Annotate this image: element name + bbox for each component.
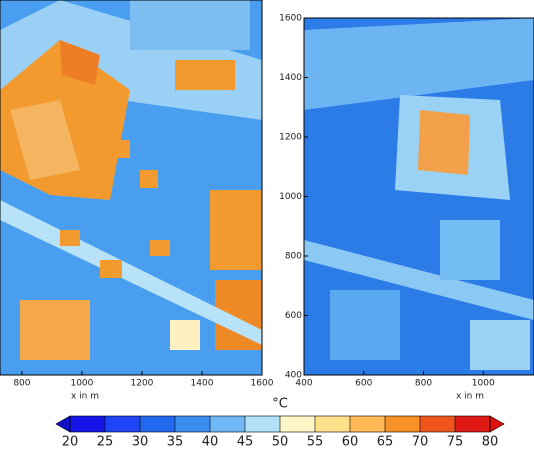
colorbar-tick-label: 20: [62, 435, 79, 450]
y-tick-label: 400: [285, 371, 302, 381]
colorbar-tick-label: 80: [482, 435, 499, 450]
colorbar-tick-label: 40: [202, 435, 219, 450]
x-tick-label: 400: [295, 379, 312, 389]
colorbar-tick-label: 45: [237, 435, 254, 450]
colorbar-tick-label: 25: [97, 435, 114, 450]
colorbar-segment: [140, 416, 175, 432]
colorbar-tick-label: 50: [272, 435, 289, 450]
colorbar-segment: [280, 416, 315, 432]
colorbar-tick-label: 30: [132, 435, 149, 450]
colorbar-segment: [455, 416, 490, 432]
colorbar-title: °C: [272, 397, 288, 412]
over-arrow: [489, 415, 505, 433]
colorbar-segment: [385, 416, 420, 432]
x-tick-label: 1400: [191, 379, 214, 389]
y-tick-label: 600: [285, 311, 302, 321]
colorbar-tick-label: 60: [342, 435, 359, 450]
left-frame: [0, 0, 263, 376]
colorbar-segment: [105, 416, 140, 432]
x-tick-label: 1000: [70, 379, 93, 389]
x-tick-label: 1000: [472, 379, 495, 389]
under-arrow: [55, 415, 71, 433]
colorbar: °C 20 25 30 35 40 45 50 55 60 65 70 75 80: [55, 397, 505, 450]
colorbar-tick-label: 75: [447, 435, 464, 450]
colorbar-segment: [210, 416, 245, 432]
left-map: [0, 0, 262, 375]
x-tick-label: 800: [415, 379, 432, 389]
colorbar-segment: [245, 416, 280, 432]
colorbar-segment: [420, 416, 455, 432]
y-tick-label: 1000: [279, 192, 302, 202]
colorbar-tick-label: 35: [167, 435, 184, 450]
y-tick-label: 1600: [279, 14, 302, 24]
x-tick-label: 1200: [131, 379, 154, 389]
x-axis-label: x in m: [71, 392, 99, 402]
y-tick-label: 1200: [279, 133, 302, 143]
colorbar-segment: [315, 416, 350, 432]
x-tick-label: 800: [13, 379, 30, 389]
y-tick-label: 800: [285, 252, 302, 262]
x-tick-label: 1600: [251, 379, 274, 389]
colorbar-segment: [350, 416, 385, 432]
y-tick-label: 1400: [279, 73, 302, 83]
right-map: [304, 18, 534, 375]
colorbar-segment: [70, 416, 105, 432]
x-axis-label: x in m: [456, 392, 484, 402]
colorbar-tick-label: 55: [307, 435, 324, 450]
colorbar-segment: [175, 416, 210, 432]
colorbar-tick-label: 70: [412, 435, 429, 450]
x-tick-label: 600: [355, 379, 372, 389]
colorbar-tick-label: 65: [377, 435, 394, 450]
